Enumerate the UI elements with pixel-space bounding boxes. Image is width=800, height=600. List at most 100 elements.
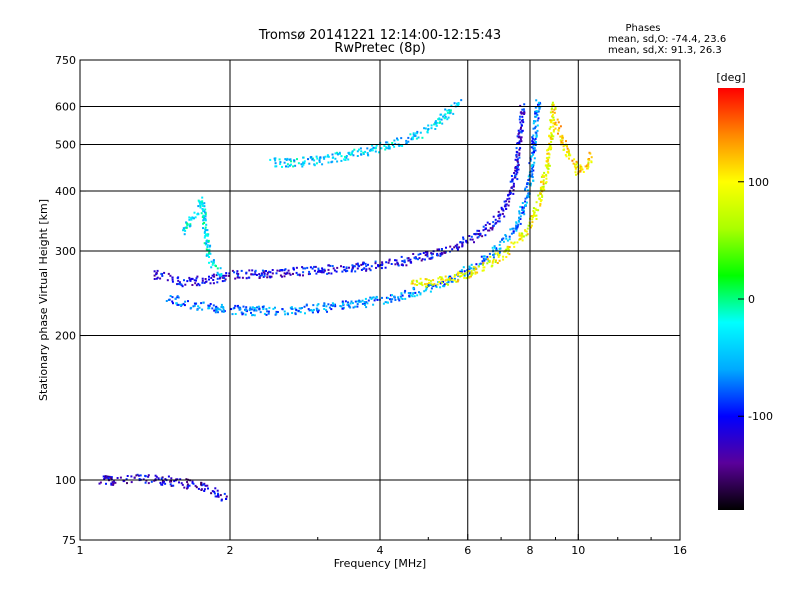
data-point bbox=[519, 111, 522, 114]
data-point bbox=[506, 252, 509, 255]
data-point bbox=[524, 189, 526, 191]
data-point bbox=[488, 261, 491, 263]
data-point bbox=[587, 161, 590, 164]
data-point bbox=[212, 304, 215, 307]
data-point bbox=[465, 277, 468, 280]
data-point bbox=[573, 163, 576, 166]
data-point bbox=[308, 162, 311, 165]
data-point bbox=[266, 273, 269, 276]
data-point bbox=[130, 475, 133, 478]
data-point bbox=[248, 269, 251, 272]
data-point bbox=[415, 257, 417, 260]
data-point bbox=[202, 483, 205, 486]
data-point bbox=[208, 307, 211, 310]
data-point bbox=[281, 275, 283, 278]
data-point bbox=[208, 275, 210, 278]
data-point bbox=[323, 308, 326, 310]
data-point bbox=[423, 290, 426, 293]
data-point bbox=[514, 158, 517, 161]
data-point bbox=[286, 272, 289, 275]
data-point bbox=[418, 257, 421, 260]
data-point bbox=[518, 130, 521, 133]
data-point bbox=[156, 276, 159, 279]
data-point bbox=[561, 141, 564, 144]
data-point bbox=[521, 212, 524, 215]
data-point bbox=[369, 296, 372, 299]
data-point bbox=[313, 265, 316, 268]
data-point bbox=[218, 277, 221, 280]
data-point bbox=[283, 161, 286, 164]
data-point bbox=[360, 268, 363, 271]
data-point bbox=[204, 208, 207, 211]
data-point bbox=[407, 257, 410, 260]
data-point bbox=[244, 309, 247, 312]
data-point bbox=[214, 495, 217, 498]
data-point bbox=[514, 169, 517, 172]
data-point bbox=[358, 148, 360, 151]
data-point bbox=[356, 305, 359, 308]
data-point bbox=[191, 284, 194, 286]
data-point bbox=[409, 133, 412, 136]
data-point bbox=[218, 275, 221, 278]
data-point bbox=[170, 484, 173, 487]
data-point bbox=[512, 242, 515, 245]
data-point bbox=[541, 185, 544, 188]
data-point bbox=[414, 291, 417, 294]
data-point bbox=[492, 256, 495, 259]
data-point bbox=[322, 156, 325, 159]
data-point bbox=[504, 234, 507, 236]
data-point bbox=[212, 273, 215, 276]
data-point bbox=[497, 253, 500, 256]
data-point bbox=[167, 272, 170, 275]
data-point bbox=[529, 159, 532, 162]
data-point bbox=[159, 277, 162, 280]
data-point bbox=[321, 269, 324, 272]
data-point bbox=[428, 279, 430, 282]
data-point bbox=[237, 306, 240, 309]
data-point bbox=[463, 276, 466, 279]
data-point bbox=[517, 163, 520, 166]
colorbar-tick-label: 0 bbox=[748, 293, 755, 306]
data-point bbox=[456, 272, 459, 275]
data-point bbox=[295, 308, 298, 311]
data-point bbox=[426, 131, 429, 134]
data-point bbox=[356, 262, 359, 265]
data-point bbox=[201, 196, 204, 199]
data-point bbox=[245, 306, 248, 309]
data-point bbox=[364, 304, 366, 306]
data-point bbox=[417, 258, 419, 261]
data-point bbox=[545, 177, 548, 180]
data-point bbox=[432, 285, 435, 288]
data-point bbox=[144, 475, 147, 478]
data-point bbox=[424, 258, 426, 261]
data-point bbox=[547, 163, 550, 166]
data-point bbox=[332, 267, 335, 270]
data-point bbox=[195, 486, 198, 489]
data-point bbox=[439, 113, 442, 116]
data-point bbox=[508, 246, 511, 249]
data-point bbox=[227, 274, 230, 277]
data-point bbox=[211, 490, 214, 493]
data-point bbox=[516, 171, 519, 174]
data-point bbox=[110, 477, 113, 480]
data-point bbox=[552, 125, 555, 128]
data-point bbox=[228, 272, 231, 275]
data-point bbox=[319, 156, 322, 159]
data-point bbox=[281, 308, 284, 310]
data-point bbox=[574, 171, 577, 174]
data-point bbox=[482, 257, 485, 260]
data-point bbox=[458, 272, 461, 275]
data-point bbox=[359, 147, 362, 150]
data-point bbox=[468, 275, 471, 278]
data-point bbox=[348, 151, 351, 154]
data-point bbox=[566, 145, 568, 148]
data-point bbox=[183, 304, 186, 307]
data-point bbox=[294, 313, 297, 316]
data-point bbox=[315, 162, 318, 165]
data-point bbox=[498, 217, 501, 220]
data-point bbox=[534, 106, 537, 109]
data-point bbox=[369, 269, 372, 272]
data-point bbox=[505, 208, 508, 210]
data-point bbox=[197, 487, 200, 490]
data-point bbox=[397, 296, 400, 299]
